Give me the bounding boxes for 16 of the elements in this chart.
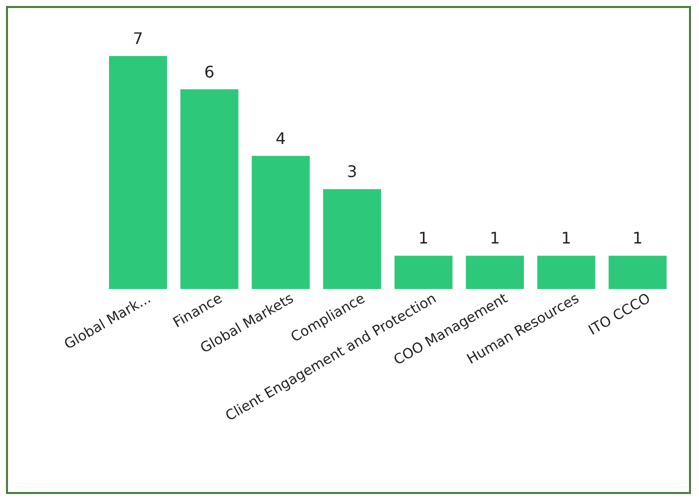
bar: [109, 56, 167, 289]
bar: [608, 256, 667, 289]
data-label: 1: [490, 228, 500, 248]
bar: [323, 189, 382, 289]
data-label: 3: [347, 162, 358, 182]
bar: [466, 256, 524, 289]
data-label: 7: [132, 29, 144, 48]
data-label: 1: [418, 228, 429, 248]
bar: [537, 256, 596, 289]
data-label: 6: [204, 62, 214, 82]
bar: [180, 89, 238, 289]
bar: [394, 256, 452, 289]
bar: [252, 156, 310, 289]
data-label: 1: [561, 228, 572, 248]
data-label: 1: [632, 228, 643, 248]
data-label: 4: [276, 128, 286, 148]
